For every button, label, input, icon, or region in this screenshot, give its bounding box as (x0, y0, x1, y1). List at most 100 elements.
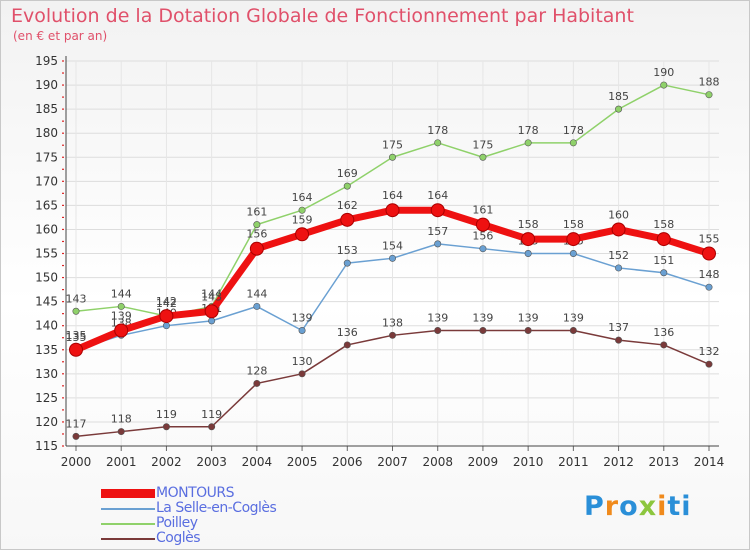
data-point (660, 81, 668, 89)
y-tick-label: 190 (35, 78, 58, 92)
data-label: 138 (382, 316, 403, 329)
data-label: 143 (201, 290, 222, 303)
data-point (343, 341, 351, 349)
data-label: 130 (292, 355, 313, 368)
y-tick-label: 125 (35, 391, 58, 405)
data-label: 188 (699, 76, 720, 89)
legend-swatch (101, 523, 155, 525)
data-label: 178 (518, 124, 539, 137)
data-point (702, 246, 716, 261)
data-label: 119 (156, 408, 177, 421)
data-label: 117 (66, 417, 87, 430)
data-point (434, 139, 442, 147)
data-point (475, 217, 490, 232)
data-point (388, 153, 396, 161)
x-tick-label: 2000 (61, 455, 92, 469)
data-point (117, 302, 125, 310)
legend-label: MONTOURS (156, 485, 235, 501)
data-label: 190 (653, 66, 674, 79)
x-tick-label: 2009 (468, 455, 499, 469)
data-label: 162 (337, 199, 358, 212)
data-point (388, 331, 396, 339)
data-point (162, 423, 170, 431)
data-point (340, 212, 355, 227)
data-label: 157 (427, 225, 448, 238)
data-label: 152 (608, 249, 629, 262)
data-point (298, 206, 306, 214)
data-label: 160 (608, 208, 629, 221)
data-point (388, 254, 396, 262)
data-label: 185 (608, 90, 629, 103)
data-point (569, 139, 577, 147)
data-point (208, 317, 216, 325)
data-point (521, 232, 536, 247)
data-label: 161 (246, 206, 267, 219)
data-point (249, 241, 264, 256)
data-label: 142 (156, 295, 177, 308)
data-label: 164 (427, 189, 448, 202)
legend-swatch (101, 489, 155, 498)
data-label: 144 (201, 287, 222, 300)
data-label: 142 (156, 297, 177, 310)
data-label: 132 (699, 345, 720, 358)
data-label: 136 (337, 326, 358, 339)
data-label: 144 (246, 287, 267, 300)
y-tick-label: 120 (35, 415, 58, 429)
data-label: 137 (608, 321, 629, 334)
data-label: 135 (66, 329, 87, 342)
data-point (524, 139, 532, 147)
data-label: 139 (563, 312, 584, 325)
data-label: 175 (382, 138, 403, 151)
data-point (114, 323, 129, 338)
data-label: 143 (66, 292, 87, 305)
data-label: 169 (337, 167, 358, 180)
x-tick-label: 2002 (151, 455, 182, 469)
data-point (159, 309, 174, 324)
data-point (72, 432, 80, 440)
data-label: 159 (292, 213, 313, 226)
data-label: 154 (382, 239, 403, 252)
data-point (611, 222, 626, 237)
x-tick-label: 2007 (377, 455, 408, 469)
y-tick-label: 130 (35, 367, 58, 381)
data-label: 158 (518, 218, 539, 231)
data-label: 128 (246, 364, 267, 377)
x-tick-label: 2006 (332, 455, 363, 469)
y-tick-label: 195 (35, 54, 58, 68)
data-label: 156 (472, 230, 493, 243)
data-point (705, 283, 713, 291)
data-label: 139 (472, 312, 493, 325)
data-point (117, 428, 125, 436)
data-point (660, 269, 668, 277)
data-label: 158 (563, 218, 584, 231)
data-label: 164 (382, 189, 403, 202)
data-label: 139 (111, 310, 132, 323)
data-point (343, 259, 351, 267)
data-label: 139 (518, 312, 539, 325)
data-point (208, 423, 216, 431)
data-label: 178 (427, 124, 448, 137)
y-tick-label: 155 (35, 247, 58, 261)
data-label: 175 (472, 138, 493, 151)
data-label: 144 (111, 287, 132, 300)
x-tick-label: 2008 (422, 455, 453, 469)
data-point (253, 379, 261, 387)
data-point (660, 341, 668, 349)
data-label: 119 (201, 408, 222, 421)
data-point (204, 304, 219, 319)
data-point (69, 342, 83, 357)
legend-swatch (101, 538, 155, 540)
data-point (479, 326, 487, 334)
data-point (295, 227, 310, 242)
data-label: 139 (427, 312, 448, 325)
x-tick-label: 2011 (558, 455, 589, 469)
chart-title: Evolution de la Dotation Globale de Fonc… (11, 5, 634, 27)
x-tick-label: 2014 (694, 455, 725, 469)
x-tick-label: 2001 (106, 455, 137, 469)
data-label: 158 (653, 218, 674, 231)
data-label: 155 (699, 233, 720, 246)
y-tick-label: 150 (35, 271, 58, 285)
y-tick-label: 170 (35, 174, 58, 188)
